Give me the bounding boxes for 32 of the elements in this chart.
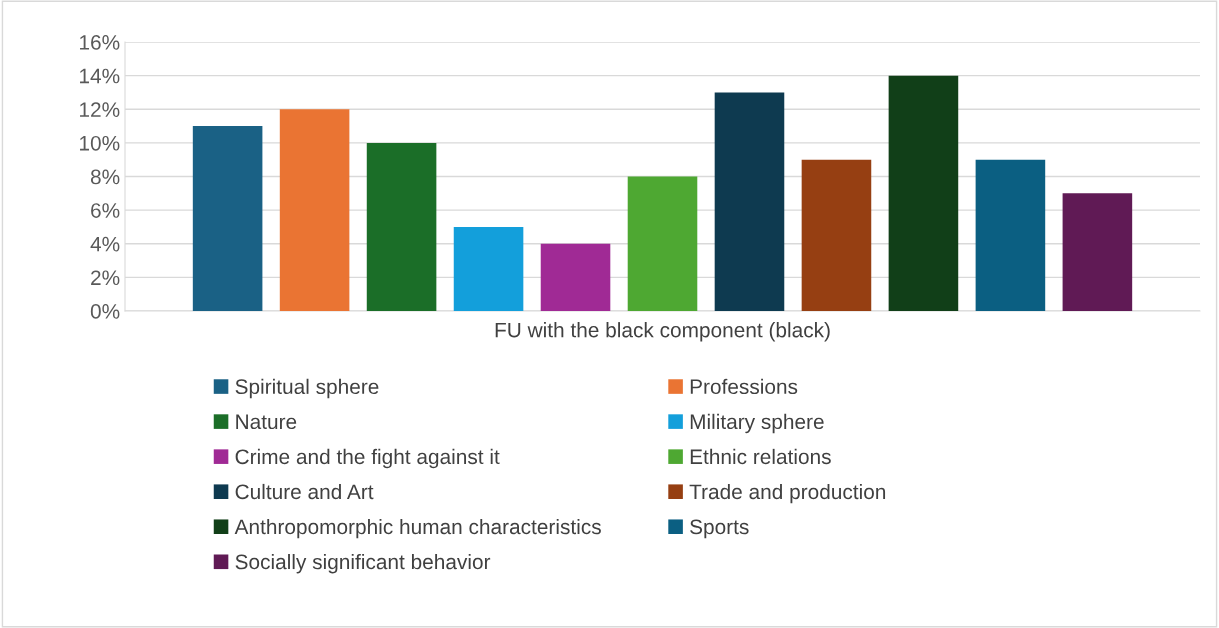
legend-label: Trade and production xyxy=(689,483,886,504)
y-tick-label: 2% xyxy=(91,270,120,286)
legend-label: Military sphere xyxy=(690,413,824,434)
bar xyxy=(888,75,959,311)
bar xyxy=(975,159,1046,311)
x-tick-label: FU with the black component (black) xyxy=(495,322,830,342)
bar xyxy=(714,92,785,311)
legend-label: Nature xyxy=(236,414,297,430)
y-tick-label: 16% xyxy=(80,35,120,50)
bar xyxy=(279,109,350,311)
y-tick-label: 14% xyxy=(80,68,120,84)
legend-label: Crime and the fight against it xyxy=(235,448,500,469)
bar xyxy=(366,142,437,311)
y-tick-label: 8% xyxy=(90,169,120,185)
bar xyxy=(540,243,611,311)
bar xyxy=(627,176,698,311)
legend-label: Ethnic relations xyxy=(690,448,831,465)
bar xyxy=(453,226,524,311)
bar xyxy=(192,126,263,311)
legend-label: Spiritual sphere xyxy=(235,378,379,399)
y-tick-label: 0% xyxy=(90,304,120,319)
bar xyxy=(801,159,872,311)
bar xyxy=(1062,193,1133,311)
y-tick-label: 6% xyxy=(91,203,120,218)
legend-label: Sports xyxy=(690,519,749,539)
y-tick-label: 4% xyxy=(90,236,120,252)
legend-label: Culture and Art xyxy=(235,483,374,500)
legend-label: Anthropomorphic human characteristics xyxy=(234,518,601,539)
y-tick-label: 12% xyxy=(80,102,120,117)
y-tick-label: 10% xyxy=(80,135,120,151)
legend-label: Professions xyxy=(690,378,798,395)
legend-label: Socially significant behavior xyxy=(235,553,491,574)
